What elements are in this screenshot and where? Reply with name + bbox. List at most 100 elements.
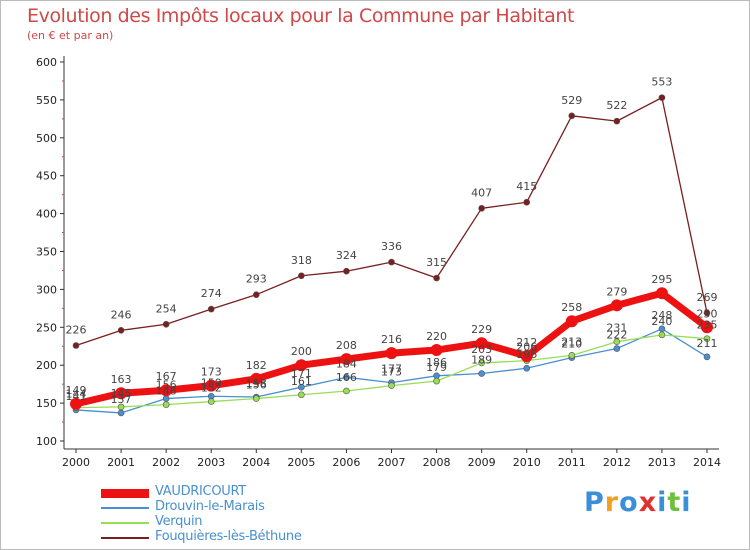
data-label: 248 (651, 309, 672, 322)
data-point (117, 403, 125, 411)
data-label: 210 (561, 338, 582, 351)
data-point (205, 379, 218, 392)
data-point (475, 337, 488, 350)
y-tick-label: 250 (36, 321, 57, 334)
data-point (117, 409, 125, 417)
data-label: 258 (561, 301, 582, 314)
legend-swatch (101, 507, 149, 509)
data-label: 231 (606, 322, 627, 335)
data-label: 216 (381, 333, 402, 346)
data-point (613, 338, 621, 346)
data-label: 269 (697, 291, 718, 304)
data-point (343, 267, 350, 275)
data-point (478, 359, 485, 367)
data-point (613, 117, 621, 125)
data-point (162, 320, 170, 328)
legend-label: Drouvin-le-Marais (155, 499, 265, 514)
data-labels-layer: 149 163 167 173 182 200 208 216 220 229 212 258 279 2… (66, 76, 718, 406)
data-label: 141 (66, 390, 87, 403)
data-point (703, 309, 711, 317)
data-point (388, 258, 395, 266)
logo-letter: t (667, 487, 682, 518)
data-point (70, 397, 82, 410)
y-tick-label: 200 (36, 359, 57, 372)
data-label: 159 (201, 376, 222, 389)
data-point (568, 112, 576, 120)
data-label: 279 (606, 285, 627, 298)
data-label: 254 (156, 302, 177, 315)
data-point (523, 364, 531, 372)
data-label: 226 (66, 323, 87, 336)
line-chart: 100 150 200 250 300 350 400 450 500 550 600 2000 200… (36, 56, 721, 469)
x-tick-label: 2002 (152, 456, 180, 469)
x-tick-label: 2013 (648, 456, 676, 469)
data-label: 553 (651, 76, 672, 89)
data-point (478, 204, 485, 212)
data-point (568, 352, 576, 359)
data-point (160, 384, 173, 397)
data-label: 208 (336, 339, 357, 352)
data-label: 149 (66, 384, 87, 397)
data-label: 189 (471, 354, 492, 367)
y-tick-label: 450 (36, 170, 57, 183)
data-label: 229 (471, 323, 492, 336)
x-tick-label: 2009 (468, 456, 496, 469)
data-label: 324 (336, 249, 357, 262)
data-label: 336 (381, 240, 402, 253)
data-label: 200 (291, 345, 312, 358)
data-point (610, 299, 623, 312)
data-label: 184 (336, 357, 357, 370)
data-label: 145 (111, 387, 132, 400)
x-tick-label: 2005 (287, 456, 315, 469)
data-label: 173 (381, 366, 402, 379)
data-label: 213 (561, 335, 582, 348)
logo-letter: r (604, 487, 620, 518)
data-point (703, 353, 711, 361)
data-label: 529 (561, 94, 582, 107)
data-point (565, 315, 578, 328)
legend-swatch (101, 522, 149, 524)
x-tick-label: 2012 (603, 456, 631, 469)
data-point (298, 272, 305, 280)
data-point (613, 345, 621, 352)
data-label: 182 (246, 359, 267, 372)
data-label: 235 (697, 319, 718, 332)
y-tick-label: 500 (36, 132, 57, 145)
x-tick-label: 2004 (242, 456, 270, 469)
data-point (162, 401, 170, 408)
data-point (207, 398, 215, 405)
data-label: 212 (516, 336, 537, 349)
data-point (433, 274, 440, 282)
data-point (207, 305, 215, 313)
data-label: 415 (516, 180, 537, 193)
data-point (655, 287, 668, 300)
data-point (343, 387, 350, 395)
data-label: 293 (246, 273, 267, 286)
data-label: 295 (651, 273, 672, 286)
data-label: 196 (516, 348, 537, 361)
data-point (298, 383, 305, 391)
legend-label: Fouquières-lès-Béthune (155, 529, 302, 544)
data-label: 144 (66, 388, 87, 401)
data-point (430, 344, 443, 357)
logo-letter: x (638, 487, 658, 518)
data-label: 203 (471, 343, 492, 356)
data-label: 315 (426, 256, 447, 269)
data-point (295, 359, 308, 372)
data-point (478, 370, 485, 377)
logo-letter: i (681, 487, 692, 518)
data-label: 137 (111, 393, 132, 406)
data-point (658, 331, 666, 339)
data-label: 206 (516, 341, 537, 354)
data-label: 220 (426, 330, 447, 343)
data-point (115, 387, 128, 400)
data-point (523, 198, 531, 206)
data-label: 161 (291, 375, 312, 388)
x-tick-label: 2010 (513, 456, 541, 469)
data-label: 522 (606, 99, 627, 112)
x-tick-label: 2001 (107, 456, 135, 469)
data-point (701, 321, 713, 334)
series-layer (70, 94, 713, 417)
data-point (340, 353, 353, 366)
